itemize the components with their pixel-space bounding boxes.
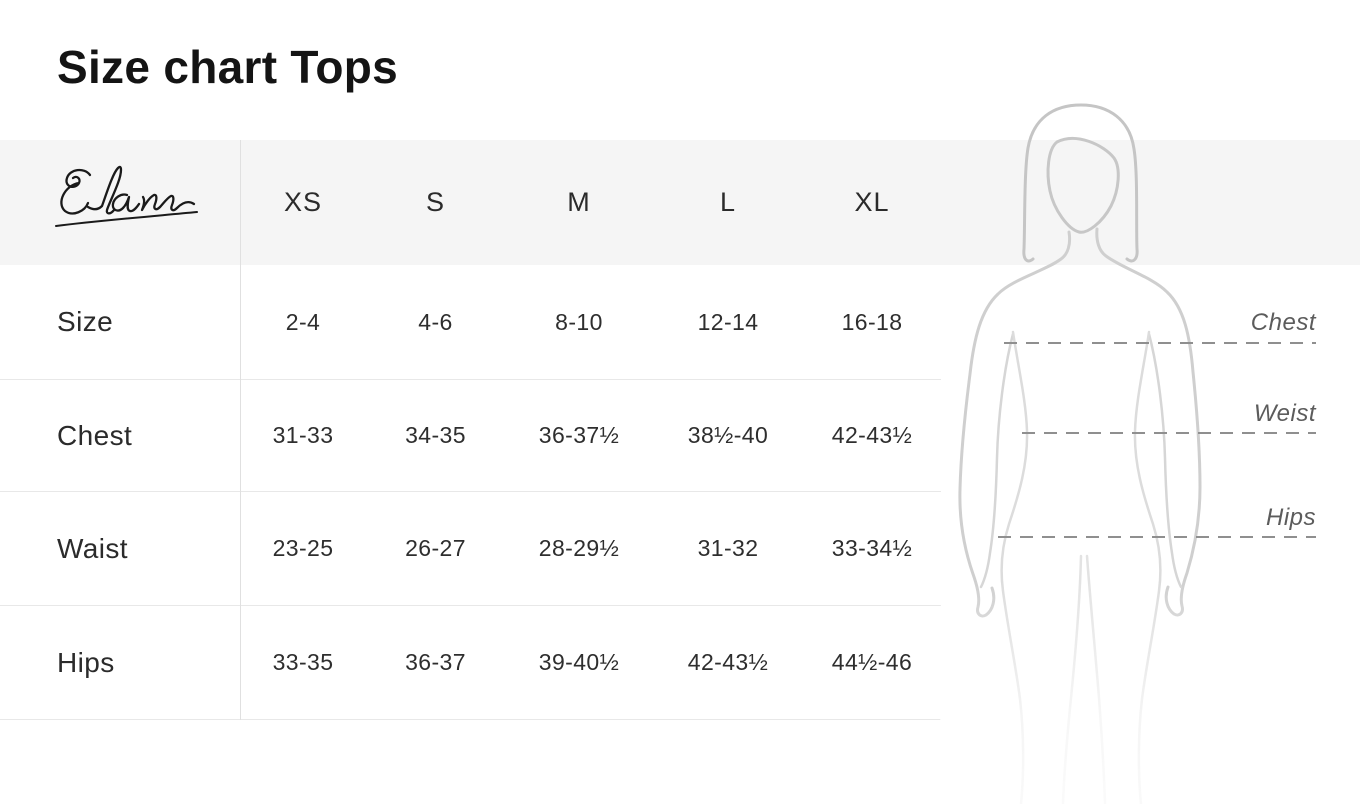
hips-cell: 36-37 — [405, 649, 466, 675]
chest-cell: 42-43½ — [831, 422, 913, 448]
figure-fade-overlay — [940, 580, 1360, 804]
chest-cell: 38½-40 — [687, 422, 769, 448]
column-header-s: S — [425, 187, 445, 217]
measure-label-weist: Weist — [1253, 400, 1316, 427]
size-cell: 12-14 — [697, 308, 759, 335]
chest-cell: 31-33 — [272, 422, 334, 448]
waist-cell: 28-29½ — [538, 535, 620, 561]
chest-cell: 34-35 — [405, 422, 466, 448]
row-label: Chest — [57, 419, 133, 451]
column-header-l: L — [719, 187, 737, 217]
hips-cell: 44½-46 — [831, 649, 913, 675]
right-arm-inner-line — [1147, 332, 1183, 589]
size-cell: 8-10 — [555, 308, 603, 335]
measure-label-hips: Hips — [1265, 504, 1316, 531]
elan-signature-icon — [55, 165, 198, 227]
waist-cell: 31-32 — [697, 535, 759, 561]
table-header-band — [0, 140, 1360, 265]
column-header-xl: XL — [854, 187, 890, 217]
brand-logo: Elan — [55, 160, 203, 250]
measure-label-chest: Chest — [1250, 309, 1316, 336]
table-column-divider — [240, 140, 241, 720]
table-header-row: XS S M L XL — [0, 140, 941, 265]
page-title: Size chart Tops — [57, 41, 399, 93]
table-row-size: Size 2-4 4-6 8-10 12-14 16-18 — [0, 265, 941, 380]
waist-cell: 23-25 — [272, 535, 334, 561]
hips-cell: 42-43½ — [687, 649, 769, 675]
waist-cell: 33-34½ — [831, 535, 913, 561]
size-cell: 2-4 — [285, 308, 321, 335]
left-shoulder-arm-outline — [958, 230, 1072, 618]
size-cell: 4-6 — [418, 308, 453, 335]
table-row-chest: Chest 31-33 34-35 36-37½ 38½-40 42-43½ — [0, 380, 941, 492]
row-label: Waist — [57, 532, 128, 564]
row-label: Hips — [57, 646, 115, 678]
row-label: Size — [57, 306, 114, 337]
size-cell: 16-18 — [841, 308, 903, 335]
left-arm-inner-line — [979, 332, 1015, 589]
hips-cell: 33-35 — [272, 649, 334, 675]
chest-cell: 36-37½ — [538, 422, 620, 448]
hips-cell: 39-40½ — [538, 649, 620, 675]
hair-outline — [1022, 103, 1139, 263]
column-header-xs: XS — [283, 187, 323, 217]
column-header-m: M — [567, 187, 591, 217]
face-outline — [1046, 136, 1120, 234]
table-row-waist: Waist 23-25 26-27 28-29½ 31-32 33-34½ — [0, 492, 941, 606]
table-row-hips: Hips 33-35 36-37 39-40½ 42-43½ 44½-46 — [0, 606, 941, 720]
waist-cell: 26-27 — [405, 535, 466, 561]
